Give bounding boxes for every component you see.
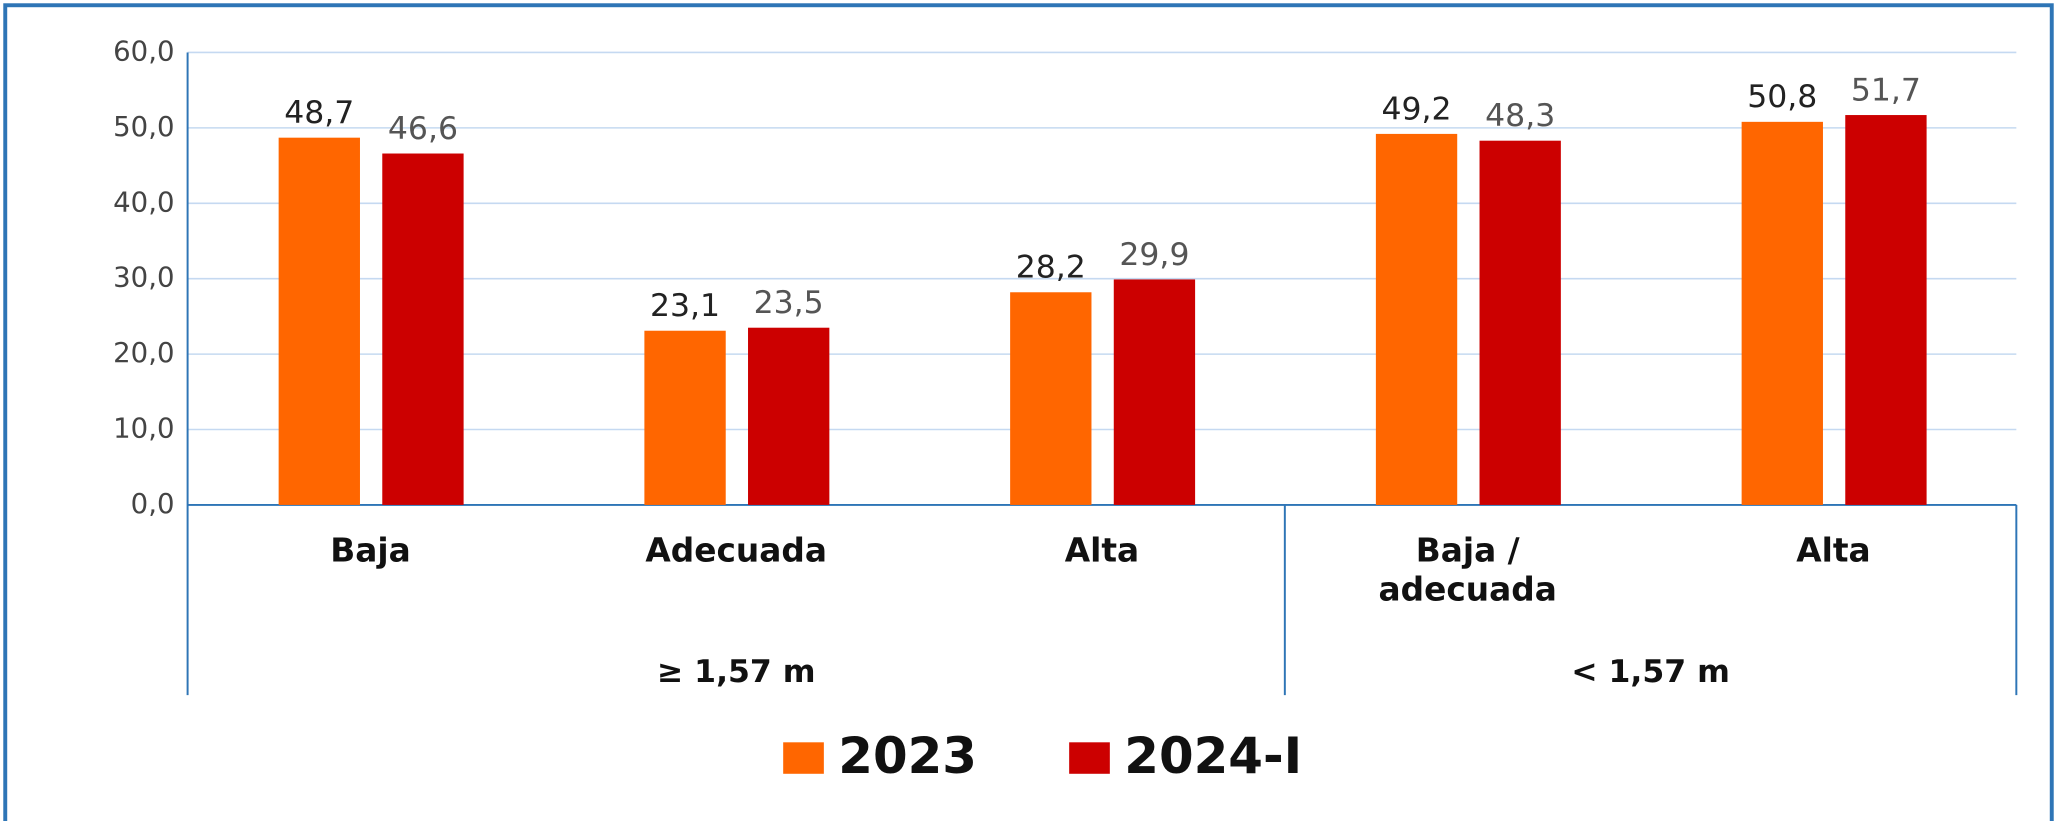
group-label: ≥ 1,57 m [657,654,816,690]
x-tick-label-box: Alta [1064,531,1140,570]
legend-label: 2023 [838,727,977,785]
value-label: 23,1 [650,288,720,324]
value-label: 23,5 [754,285,824,321]
x-tick-label-box: Alta [1796,531,1871,570]
bar [278,137,360,505]
legend-label: 2024-I [1124,727,1302,785]
x-tick-label-box: Baja / adecuada [1378,531,1557,609]
x-tick-label: Alta [1064,531,1140,570]
y-tick-label: 40,0 [113,186,174,218]
y-tick-label: 10,0 [113,413,174,445]
value-label: 48,3 [1485,98,1555,134]
bar [748,327,830,505]
x-tick-label-box: Baja [330,531,411,570]
x-tick-label-box: Adecuada [645,531,828,570]
legend-swatch [783,742,824,774]
y-tick-label: 60,0 [113,35,174,67]
value-label: 48,7 [284,95,354,131]
group-label: < 1,57 m [1571,654,1730,690]
bar [382,153,464,505]
bar [1113,279,1196,505]
x-tick-label: Alta [1796,531,1871,570]
x-tick-label: Adecuada [645,531,828,570]
legend-swatch [1069,742,1110,774]
y-tick-label: 0,0 [131,488,175,520]
bar [644,330,726,505]
value-label: 46,6 [388,111,458,147]
bar [1479,140,1561,505]
y-tick-label: 20,0 [113,337,174,369]
x-tick-label: Baja [330,531,411,570]
x-tick-label: Baja / adecuada [1378,531,1557,609]
value-label: 28,2 [1016,250,1086,286]
value-label: 49,2 [1382,91,1452,127]
value-label: 51,7 [1851,72,1921,108]
y-tick-label: 30,0 [113,262,174,294]
bar [1741,121,1823,505]
bar [1375,133,1458,505]
frame [3,3,2054,821]
value-label: 29,9 [1119,237,1189,273]
bar [1010,292,1092,505]
y-tick-label: 50,0 [113,111,174,143]
bar [1845,115,1927,505]
value-label: 50,8 [1747,79,1817,115]
